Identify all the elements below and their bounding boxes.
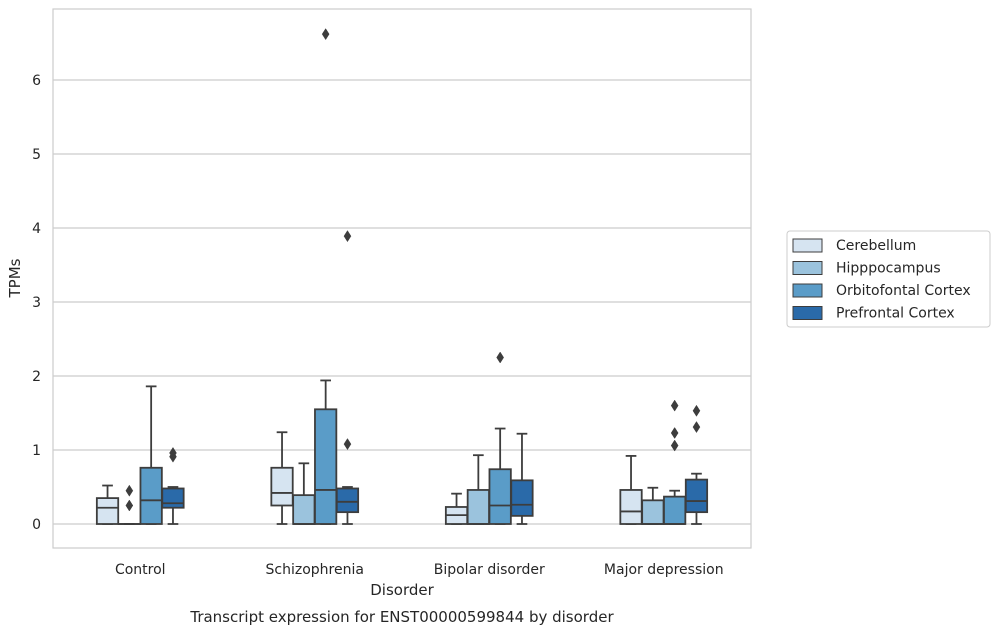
box-iqr (293, 495, 314, 524)
box-iqr (337, 488, 358, 512)
legend-label: Hipppocampus (836, 261, 941, 277)
box-iqr (140, 468, 161, 524)
box-iqr (511, 480, 532, 516)
outlier-marker (671, 427, 678, 438)
outlier-marker (322, 29, 329, 40)
gridlines (53, 80, 751, 524)
box-group (468, 455, 489, 524)
box-iqr (664, 497, 685, 524)
outlier-marker (344, 231, 351, 242)
outlier-marker (344, 439, 351, 450)
legend-label: Cerebellum (836, 238, 916, 254)
box-iqr (620, 490, 641, 524)
outlier-marker (497, 352, 504, 363)
y-tick-label: 5 (32, 147, 41, 163)
box-iqr (315, 409, 336, 524)
x-tick-label: Schizophrenia (266, 562, 364, 578)
y-tick-label: 0 (32, 517, 41, 533)
y-tick-label: 2 (32, 369, 41, 385)
box-group (271, 432, 292, 524)
legend-item: Prefrontal Cortex (793, 306, 955, 322)
legend-swatch (793, 284, 822, 297)
box-group (315, 29, 336, 524)
box-group (489, 352, 510, 524)
y-tick-label: 1 (32, 443, 41, 459)
legend: Cerebellum Hipppocampus Orbitofontal Corte… (787, 231, 990, 327)
legend-label: Prefrontal Cortex (836, 306, 955, 322)
y-tick-label: 4 (32, 221, 41, 237)
y-tick-labels: 0 1 2 3 4 5 6 (32, 73, 41, 533)
box-group (664, 400, 685, 524)
chart-caption: Transcript expression for ENST0000059984… (189, 608, 614, 626)
box-iqr (97, 498, 118, 524)
legend-label: Orbitofontal Cortex (836, 283, 971, 299)
box-iqr (686, 480, 707, 513)
box-group (511, 434, 532, 524)
x-axis-label: Disorder (370, 581, 434, 599)
outlier-marker (671, 400, 678, 411)
legend-item: Hipppocampus (793, 261, 941, 277)
box-group (119, 485, 140, 524)
legend-swatch (793, 307, 822, 320)
outlier-marker (693, 405, 700, 416)
box-group (337, 231, 358, 524)
outlier-marker (126, 485, 133, 496)
y-tick-label: 3 (32, 295, 41, 311)
legend-item: Orbitofontal Cortex (793, 283, 971, 299)
box-group (140, 386, 161, 524)
box-group (686, 405, 707, 524)
box-group (293, 463, 314, 524)
legend-swatch (793, 239, 822, 252)
box-iqr (162, 488, 183, 507)
x-tick-label: Major depression (604, 562, 724, 578)
box-group (620, 456, 641, 524)
box-iqr (271, 468, 292, 506)
box-group (642, 488, 663, 524)
x-tick-label: Bipolar disorder (434, 562, 545, 578)
outlier-marker (126, 500, 133, 511)
box-iqr (468, 490, 489, 524)
box-iqr (489, 469, 510, 524)
x-tick-label: Control (115, 562, 166, 578)
box-group (97, 486, 118, 524)
y-tick-label: 6 (32, 73, 41, 89)
legend-swatch (793, 262, 822, 275)
outlier-marker (693, 422, 700, 433)
box-group (446, 494, 467, 524)
box-group (162, 447, 183, 524)
x-tick-labels: Control Schizophrenia Bipolar disorder Majo… (115, 562, 724, 578)
legend-item: Cerebellum (793, 238, 916, 254)
box-iqr (642, 500, 663, 524)
y-axis-label: TPMs (6, 258, 24, 298)
